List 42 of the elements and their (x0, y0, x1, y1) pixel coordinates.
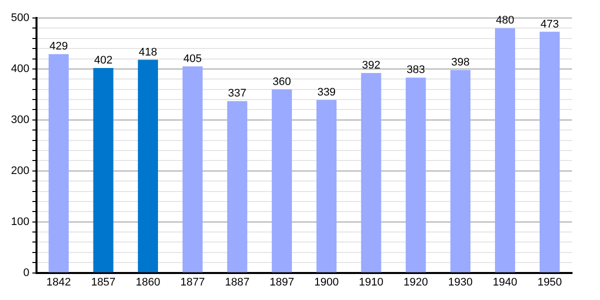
data-label: 402 (94, 54, 112, 66)
y-tick-label: 300 (10, 114, 30, 126)
data-label: 337 (228, 88, 246, 100)
bar (48, 54, 69, 272)
data-label: 360 (272, 76, 292, 88)
y-tick-label: 500 (10, 12, 30, 24)
x-tick-label: 1920 (404, 276, 428, 288)
x-tick-label: 1900 (314, 276, 339, 288)
bar (272, 89, 292, 272)
data-label: 392 (362, 60, 380, 72)
x-tick-label: 1857 (91, 276, 116, 288)
y-tick-label: 200 (10, 164, 30, 177)
bar (227, 101, 248, 272)
bar (406, 78, 426, 272)
bar (93, 68, 114, 272)
x-tick-label: 1910 (358, 276, 384, 288)
data-label: 429 (49, 40, 68, 53)
data-label: 383 (406, 64, 425, 76)
bar (540, 32, 560, 272)
data-label: 480 (496, 14, 514, 27)
x-tick-label: 1940 (492, 276, 518, 288)
bar (361, 73, 382, 272)
x-tick-label: 1897 (270, 276, 294, 288)
x-tick-label: 1887 (224, 276, 250, 288)
x-tick-label: 1842 (46, 276, 71, 288)
bar (316, 100, 337, 272)
bar (495, 28, 516, 272)
data-label: 405 (183, 52, 202, 65)
data-label: 418 (138, 46, 158, 58)
bar (182, 66, 203, 272)
data-label: 339 (317, 86, 336, 99)
x-tick-label: 1860 (136, 276, 160, 288)
bar (450, 70, 470, 272)
x-tick-label: 1930 (448, 276, 473, 288)
x-tick-label: 1950 (537, 276, 562, 288)
bar (138, 60, 158, 272)
y-tick-label: 100 (10, 216, 30, 228)
x-tick-label: 1877 (180, 276, 205, 288)
data-label: 398 (451, 56, 470, 69)
y-tick-label: 0 (23, 266, 30, 279)
y-tick-label: 400 (10, 62, 30, 75)
data-label: 473 (540, 18, 559, 30)
